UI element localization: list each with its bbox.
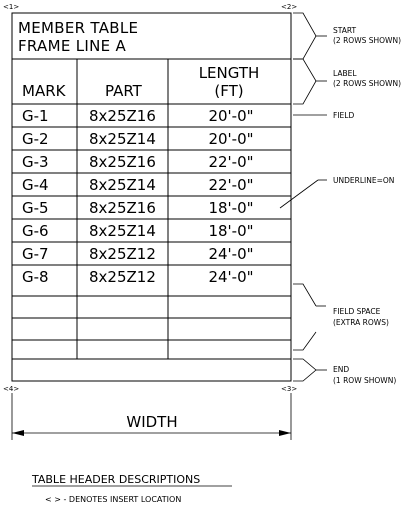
table-row: G-7 8x25Z12 24'-0" bbox=[22, 245, 254, 263]
annotation-field: FIELD bbox=[333, 111, 354, 120]
footer-note: < > - DENOTES INSERT LOCATION bbox=[45, 495, 181, 504]
end-brace bbox=[293, 358, 317, 382]
field-space-brace-bottom bbox=[293, 331, 317, 351]
table-row: G-5 8x25Z16 18'-0" bbox=[22, 199, 254, 217]
cell-mark: G-7 bbox=[22, 245, 49, 263]
annotation-end-detail: (1 ROW SHOWN) bbox=[333, 376, 396, 385]
width-label: WIDTH bbox=[126, 413, 177, 431]
cell-length: 22'-0" bbox=[208, 153, 253, 171]
annotation-field-space: FIELD SPACE bbox=[333, 307, 381, 316]
cell-length: 20'-0" bbox=[208, 107, 253, 125]
cell-length: 24'-0" bbox=[208, 245, 253, 263]
cell-mark: G-5 bbox=[22, 199, 49, 217]
table-row: G-8 8x25Z12 24'-0" bbox=[22, 268, 254, 286]
table-row: G-6 8x25Z14 18'-0" bbox=[22, 222, 254, 240]
cell-mark: G-3 bbox=[22, 153, 49, 171]
label-brace bbox=[293, 58, 317, 105]
cell-mark: G-4 bbox=[22, 176, 49, 194]
cell-part: 8x25Z16 bbox=[89, 153, 156, 171]
insert-marker-2: <2> bbox=[281, 3, 297, 11]
table-title-line1: MEMBER TABLE bbox=[18, 19, 138, 37]
annotation-underline: UNDERLINE=ON bbox=[333, 176, 394, 185]
insert-marker-1: <1> bbox=[3, 3, 19, 11]
annotation-start-detail: (2 ROWS SHOWN) bbox=[333, 36, 401, 45]
cell-part: 8x25Z16 bbox=[89, 199, 156, 217]
insert-marker-4: <4> bbox=[3, 385, 19, 393]
header-length-unit: (FT) bbox=[214, 82, 243, 100]
annotation-start: START bbox=[333, 26, 357, 35]
cell-length: 18'-0" bbox=[208, 199, 253, 217]
annotation-field-space-detail: (EXTRA ROWS) bbox=[333, 318, 389, 327]
header-length: LENGTH bbox=[199, 64, 260, 82]
cell-length: 18'-0" bbox=[208, 222, 253, 240]
cell-part: 8x25Z16 bbox=[89, 107, 156, 125]
cell-length: 22'-0" bbox=[208, 176, 253, 194]
field-space-brace-top bbox=[293, 283, 317, 307]
annotation-end: END bbox=[333, 365, 349, 374]
cell-length: 24'-0" bbox=[208, 268, 253, 286]
underline-leader bbox=[279, 179, 319, 209]
table-row: G-4 8x25Z14 22'-0" bbox=[22, 176, 254, 194]
annotation-label-detail: (2 ROWS SHOWN) bbox=[333, 79, 401, 88]
table-title-line2: FRAME LINE A bbox=[18, 37, 126, 55]
cell-mark: G-8 bbox=[22, 268, 49, 286]
cell-part: 8x25Z14 bbox=[89, 176, 156, 194]
footer-heading: TABLE HEADER DESCRIPTIONS bbox=[31, 473, 200, 486]
cell-length: 20'-0" bbox=[208, 130, 253, 148]
cell-mark: G-1 bbox=[22, 107, 49, 125]
table-row: G-2 8x25Z14 20'-0" bbox=[22, 130, 254, 148]
table-row: G-1 8x25Z16 20'-0" bbox=[22, 107, 254, 125]
annotation-label: LABEL bbox=[333, 69, 357, 78]
width-dimension: WIDTH bbox=[11, 393, 292, 440]
cell-mark: G-6 bbox=[22, 222, 49, 240]
header-mark: MARK bbox=[22, 82, 67, 100]
arrow-right-icon bbox=[279, 430, 291, 436]
arrow-left-icon bbox=[12, 430, 24, 436]
cell-part: 8x25Z12 bbox=[89, 268, 156, 286]
cell-mark: G-2 bbox=[22, 130, 49, 148]
cell-part: 8x25Z14 bbox=[89, 130, 156, 148]
annotations: START (2 ROWS SHOWN) LABEL (2 ROWS SHOWN… bbox=[279, 12, 401, 385]
cell-part: 8x25Z12 bbox=[89, 245, 156, 263]
table-row: G-3 8x25Z16 22'-0" bbox=[22, 153, 254, 171]
insert-marker-3: <3> bbox=[281, 385, 297, 393]
header-part: PART bbox=[105, 82, 143, 100]
table-outline bbox=[11, 12, 292, 382]
cell-part: 8x25Z14 bbox=[89, 222, 156, 240]
member-table: MEMBER TABLE FRAME LINE A MARK PART LENG… bbox=[11, 12, 292, 382]
start-brace bbox=[293, 12, 317, 60]
